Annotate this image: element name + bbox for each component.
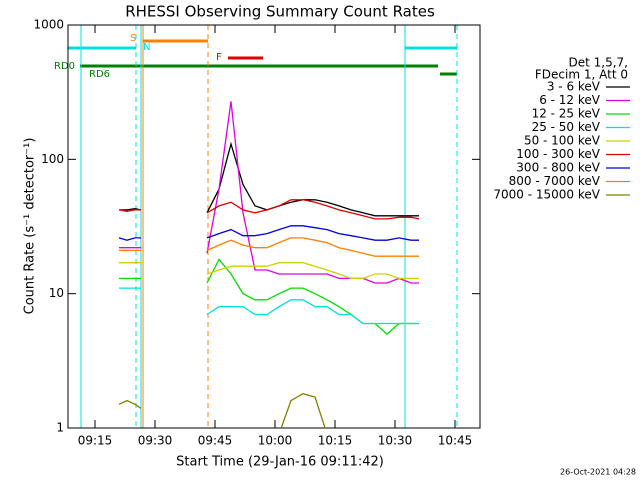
legend-label: 6 - 12 keV [539,93,601,107]
y-tick-label: 1000 [33,18,64,32]
chart-title: RHESSI Observing Summary Count Rates [125,3,435,21]
legend-label: 7000 - 15000 keV [493,188,600,202]
series-line [119,258,419,335]
legend-header: FDecim 1, Att 0 [535,68,628,82]
legend-label: 50 - 100 keV [524,134,601,148]
x-tick-label: 10:15 [318,434,353,448]
y-tick-label: 10 [49,286,64,300]
flags: S N F RD0 RD6 [54,25,458,428]
footer: 26-Oct-2021 04:28 [560,468,636,477]
series-line [118,393,326,428]
legend-label: 25 - 50 keV [532,120,601,134]
x-tick-label: 09:45 [198,434,233,448]
flag-label: S [130,33,136,44]
series-line [119,101,419,284]
x-tick-label: 09:30 [138,434,173,448]
legend-label: 100 - 300 keV [516,147,600,161]
plot-frame [67,24,481,429]
flag-label: F [216,52,222,63]
series-group [118,101,420,428]
x-axis-label: Start Time (29-Jan-16 09:11:42) [176,455,384,470]
series-line [119,237,419,257]
flag-label: N [143,42,150,53]
x-tick-label: 10:00 [258,434,293,448]
y-tick-label: 100 [41,152,64,166]
y-tick-label: 1 [56,421,64,435]
series-line [118,225,419,241]
x-tick-label: 10:30 [378,434,413,448]
legend-header: Det 1,5,7, [569,56,629,70]
series-line [119,287,419,325]
series-line [118,199,420,220]
y-axis-label: Count Rate (s⁻¹ detector⁻¹) [23,138,38,315]
flag-label: RD0 [54,61,75,72]
flag-label: RD6 [89,69,110,80]
x-tick-label: 10:45 [438,434,473,448]
legend-label: 3 - 6 keV [547,80,601,94]
x-tick-label: 09:15 [78,434,113,448]
series-line [119,262,419,280]
legend-label: 300 - 800 keV [516,161,600,175]
legend-label: 800 - 7000 keV [509,174,601,188]
legend-label: 12 - 25 keV [532,107,601,121]
